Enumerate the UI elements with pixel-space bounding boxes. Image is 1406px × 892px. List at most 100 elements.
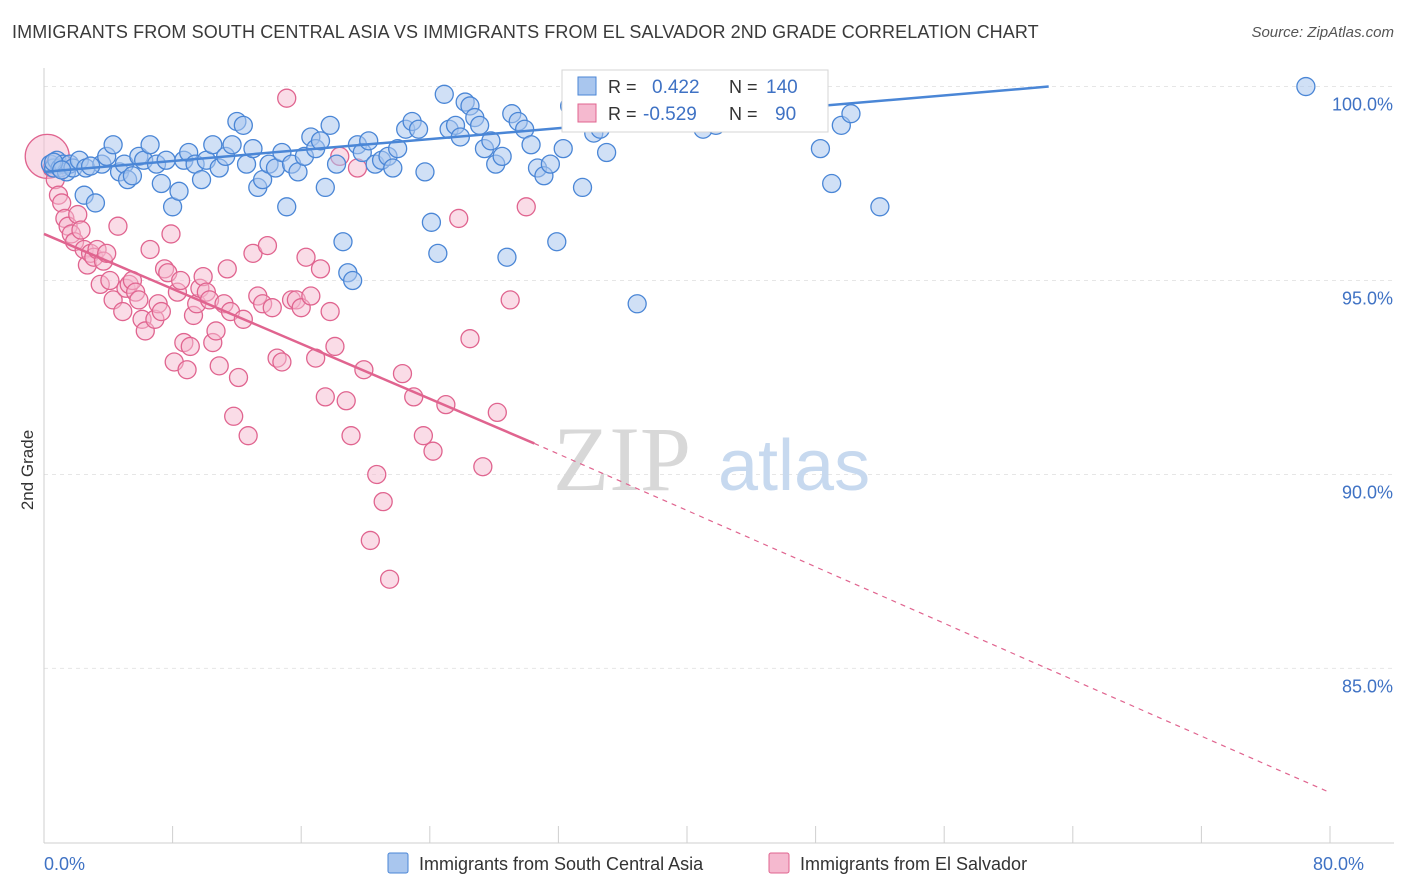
- legend-swatch-pink: [577, 103, 597, 123]
- data-point: [492, 146, 512, 167]
- data-point: [810, 138, 831, 159]
- data-point: [310, 259, 331, 279]
- data-point: [627, 294, 647, 314]
- data-point: [228, 367, 249, 388]
- legend-key-pink: [768, 852, 790, 874]
- tick-labels: 100.0% 95.0% 90.0% 85.0% 0.0% 80.0%: [44, 95, 1393, 874]
- data-point: [85, 193, 106, 213]
- stats-legend-box: [561, 69, 829, 133]
- data-point: [379, 569, 400, 589]
- data-point: [387, 138, 408, 159]
- data-point: [359, 131, 379, 151]
- data-point: [315, 387, 335, 407]
- data-point: [103, 135, 123, 155]
- data-point: [336, 391, 356, 411]
- legend-r-label-1: R =: [608, 77, 637, 97]
- data-point: [516, 197, 536, 217]
- y-tick-label: 95.0%: [1342, 289, 1393, 309]
- data-point: [217, 259, 237, 279]
- watermark-atlas: atlas: [718, 426, 870, 506]
- axes: [43, 68, 1394, 844]
- data-point: [547, 232, 567, 252]
- data-point: [170, 270, 191, 291]
- data-point: [222, 135, 242, 155]
- data-point: [487, 402, 507, 423]
- legend-r-value-1: 0.422: [652, 77, 700, 98]
- data-point: [325, 336, 345, 357]
- data-point: [1296, 76, 1316, 97]
- data-point: [140, 135, 160, 155]
- data-point: [367, 464, 387, 485]
- data-point: [342, 270, 363, 291]
- data-point: [191, 170, 212, 190]
- data-point: [177, 360, 197, 380]
- trend-line-extension: [534, 442, 1331, 794]
- data-point: [460, 329, 480, 349]
- legend-key-blue: [387, 852, 409, 874]
- data-point: [320, 115, 340, 135]
- data-point: [434, 84, 454, 104]
- data-point: [423, 441, 443, 461]
- chart-title: IMMIGRANTS FROM SOUTH CENTRAL ASIA VS IM…: [12, 22, 1039, 42]
- data-point: [326, 154, 347, 174]
- data-point: [315, 177, 335, 198]
- data-point: [572, 177, 593, 198]
- legend-r-value-2: -0.529: [643, 104, 697, 125]
- data-point: [392, 363, 413, 384]
- data-point: [52, 193, 72, 213]
- data-point: [161, 224, 181, 244]
- data-point: [497, 247, 517, 267]
- watermark-zip: ZIP: [553, 408, 691, 510]
- y-tick-label: 85.0%: [1342, 676, 1393, 696]
- data-point: [473, 457, 493, 477]
- data-point: [80, 156, 101, 176]
- data-point: [122, 166, 143, 186]
- data-point: [203, 135, 223, 155]
- series-legend: Immigrants from South Central Asia Immig…: [387, 852, 1027, 874]
- data-point: [238, 426, 258, 446]
- data-point: [383, 158, 403, 178]
- data-point: [415, 162, 435, 182]
- data-point: [129, 290, 149, 310]
- legend-n-value-1: 140: [766, 77, 798, 98]
- data-point: [113, 301, 133, 322]
- data-point: [100, 270, 120, 291]
- data-point: [193, 266, 213, 287]
- data-point: [841, 104, 861, 124]
- data-point: [481, 131, 501, 151]
- data-point: [310, 131, 331, 151]
- legend-n-label-2: N =: [729, 104, 758, 124]
- data-point: [421, 212, 442, 232]
- data-point: [169, 181, 189, 201]
- data-point: [408, 119, 429, 139]
- data-point: [553, 138, 573, 159]
- watermark: ZIP atlas: [553, 408, 870, 510]
- data-point: [68, 204, 88, 225]
- data-point: [428, 243, 448, 264]
- data-point: [469, 115, 490, 135]
- y-tick-label: 90.0%: [1342, 482, 1393, 502]
- data-point: [870, 197, 890, 217]
- legend-r-label-2: R =: [608, 104, 637, 124]
- data-point: [151, 301, 171, 322]
- legend-entry-el-salvador: Immigrants from El Salvador: [800, 854, 1027, 874]
- trend-line: [43, 85, 1049, 174]
- data-point: [413, 426, 434, 446]
- data-point: [500, 290, 520, 310]
- data-point: [373, 491, 393, 512]
- data-point: [320, 301, 340, 322]
- data-point: [257, 235, 278, 256]
- x-tick-label: 0.0%: [44, 854, 85, 874]
- data-point: [206, 321, 226, 341]
- stats-legend: R = 0.422 N = 140 R = -0.529 N = 90: [561, 69, 829, 133]
- data-point: [224, 406, 244, 426]
- data-point: [277, 197, 297, 217]
- data-point: [262, 298, 282, 318]
- legend-entry-south-central-asia: Immigrants from South Central Asia: [419, 854, 704, 874]
- data-point: [596, 142, 617, 163]
- data-point: [822, 173, 842, 194]
- data-point: [296, 247, 316, 267]
- data-point: [71, 220, 91, 240]
- data-point: [108, 216, 128, 236]
